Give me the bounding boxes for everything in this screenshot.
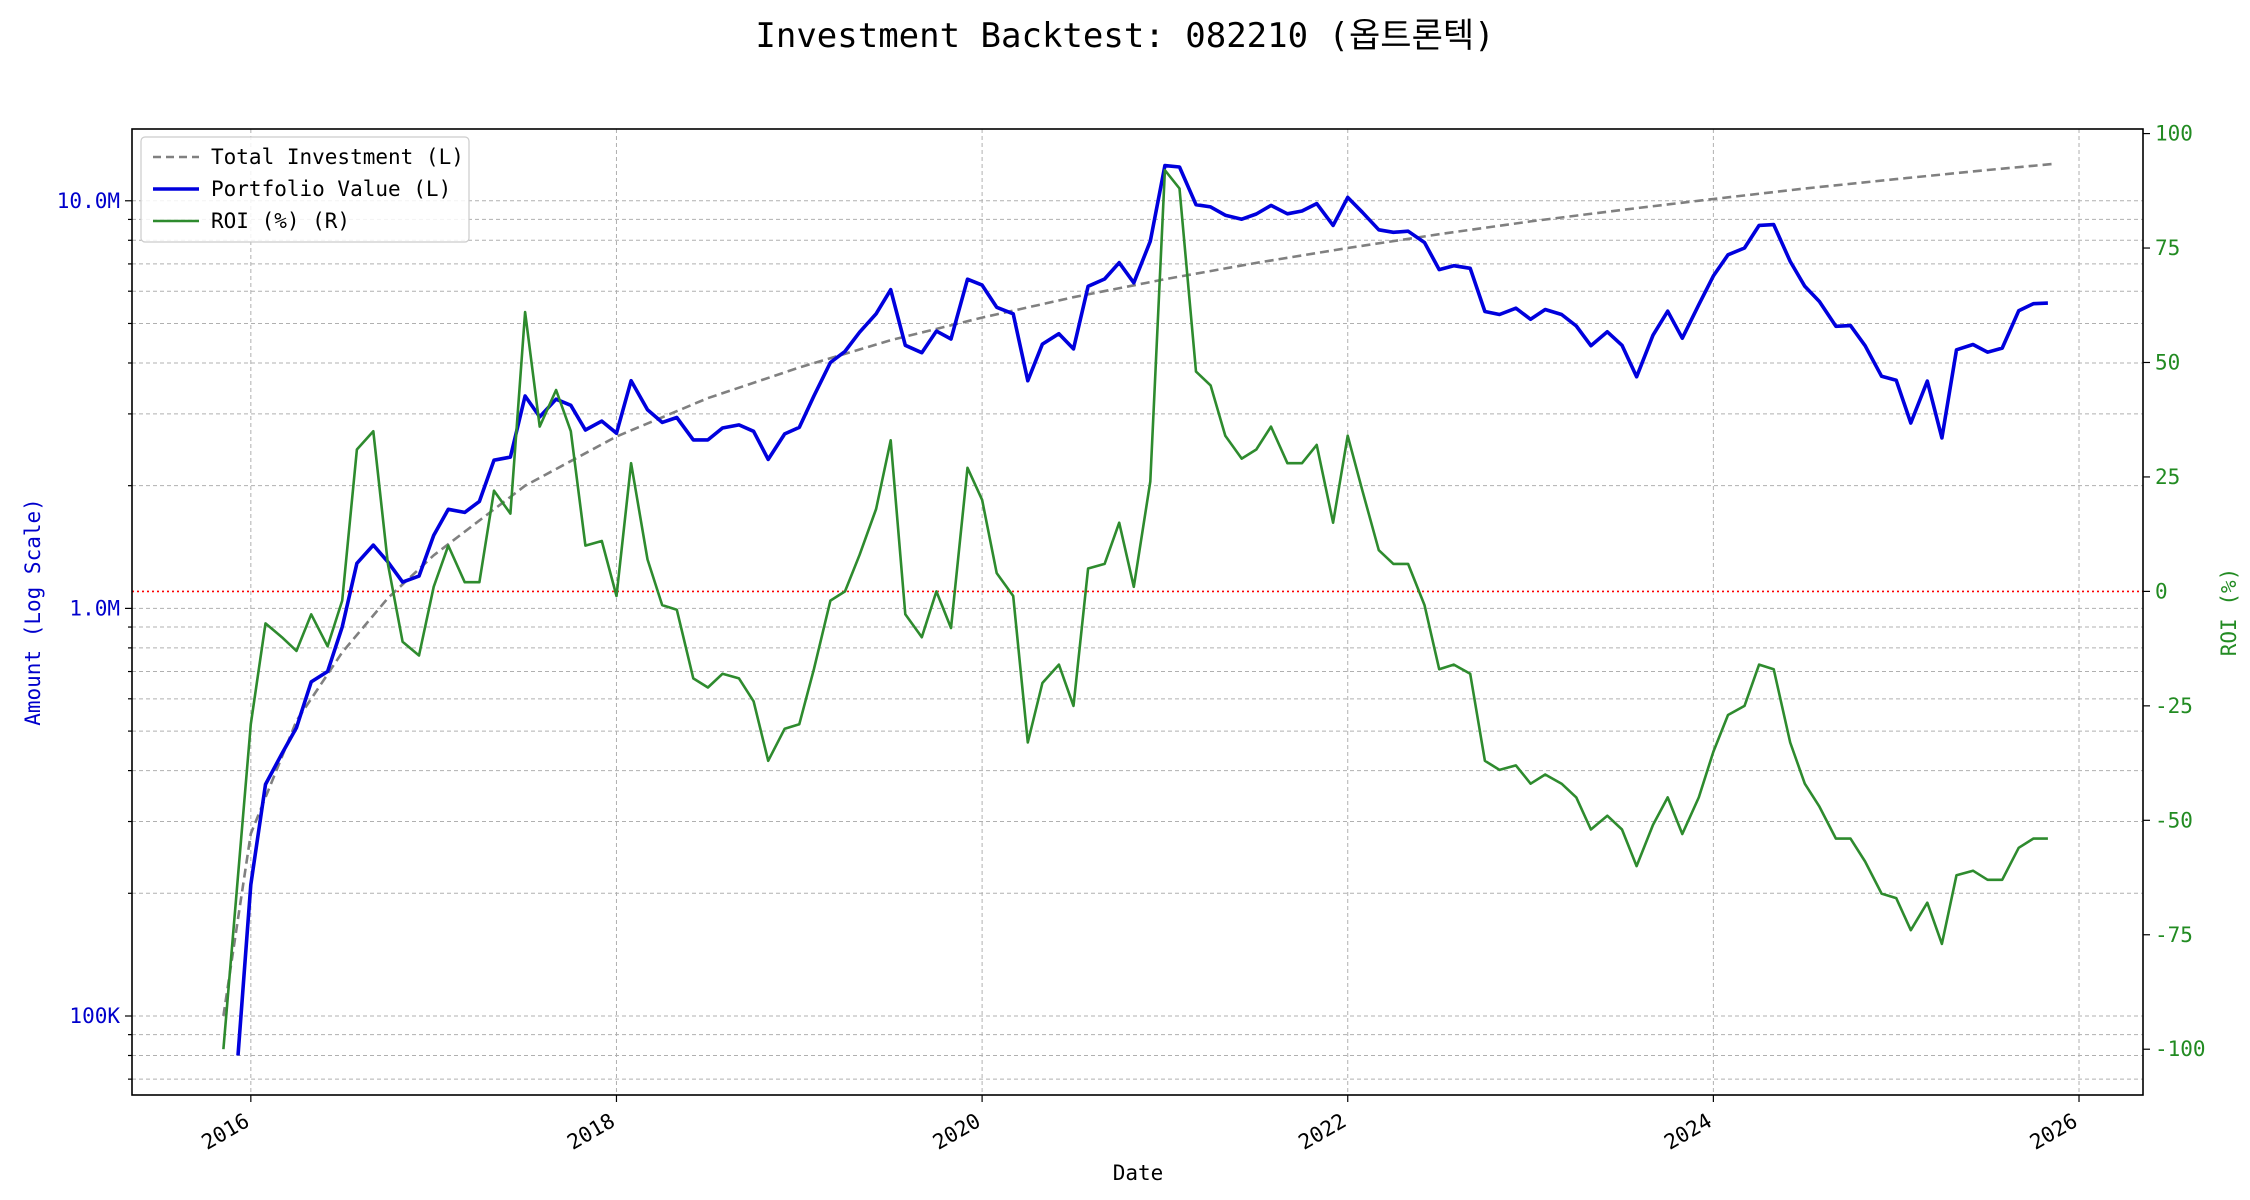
- x-axis-ticks: 2016 2018 2020 2022 2024 2026: [198, 1095, 2082, 1155]
- legend: Total Investment (L) Portfolio Value (L) R…: [140, 136, 470, 243]
- left-y-axis-label: Amount (Log Scale): [21, 498, 45, 726]
- x-tick-label: 2016: [198, 1109, 254, 1155]
- x-tick-label: 2018: [563, 1109, 619, 1155]
- y-right-tick-label: 75: [2155, 236, 2180, 260]
- chart-title: Investment Backtest: 082210 (옵트론텍): [755, 16, 1494, 56]
- grid-lines: [132, 129, 2143, 1095]
- legend-entry: ROI (%) (R): [211, 209, 350, 233]
- y-right-tick-label: -100: [2155, 1037, 2206, 1061]
- y-right-tick-label: -50: [2155, 808, 2193, 832]
- y-left-tick-label: 1.0M: [69, 596, 120, 620]
- x-axis-label: Date: [1113, 1161, 1164, 1185]
- x-tick-label: 2020: [929, 1109, 985, 1155]
- right-y-axis-ticks: -100 -75 -50 -25 0 25 50 75 100: [2143, 122, 2206, 1061]
- portfolio-value-line: [236, 163, 2048, 1056]
- y-right-tick-label: -25: [2155, 694, 2193, 718]
- legend-entry: Total Investment (L): [211, 145, 464, 169]
- legend-entry: Portfolio Value (L): [211, 177, 451, 201]
- series-lines: [222, 162, 2052, 1056]
- y-left-tick-label: 10.0M: [57, 189, 120, 213]
- y-right-tick-label: 0: [2155, 579, 2168, 603]
- x-tick-label: 2026: [2026, 1109, 2082, 1155]
- y-right-tick-label: 25: [2155, 465, 2180, 489]
- left-y-axis-ticks: 100K 1.0M 10.0M: [57, 189, 132, 1080]
- roi-line: [222, 168, 2048, 1050]
- y-right-tick-label: -75: [2155, 923, 2193, 947]
- x-tick-label: 2022: [1294, 1109, 1350, 1155]
- y-right-tick-label: 50: [2155, 350, 2180, 374]
- plot-frame: [131, 128, 2144, 1096]
- y-left-tick-label: 100K: [69, 1004, 120, 1028]
- right-y-axis-label: ROI (%): [2217, 568, 2241, 657]
- legend-box: [140, 136, 470, 243]
- x-tick-label: 2024: [1660, 1109, 1716, 1155]
- y-right-tick-label: 100: [2155, 122, 2193, 146]
- total-investment-line: [222, 162, 2052, 1017]
